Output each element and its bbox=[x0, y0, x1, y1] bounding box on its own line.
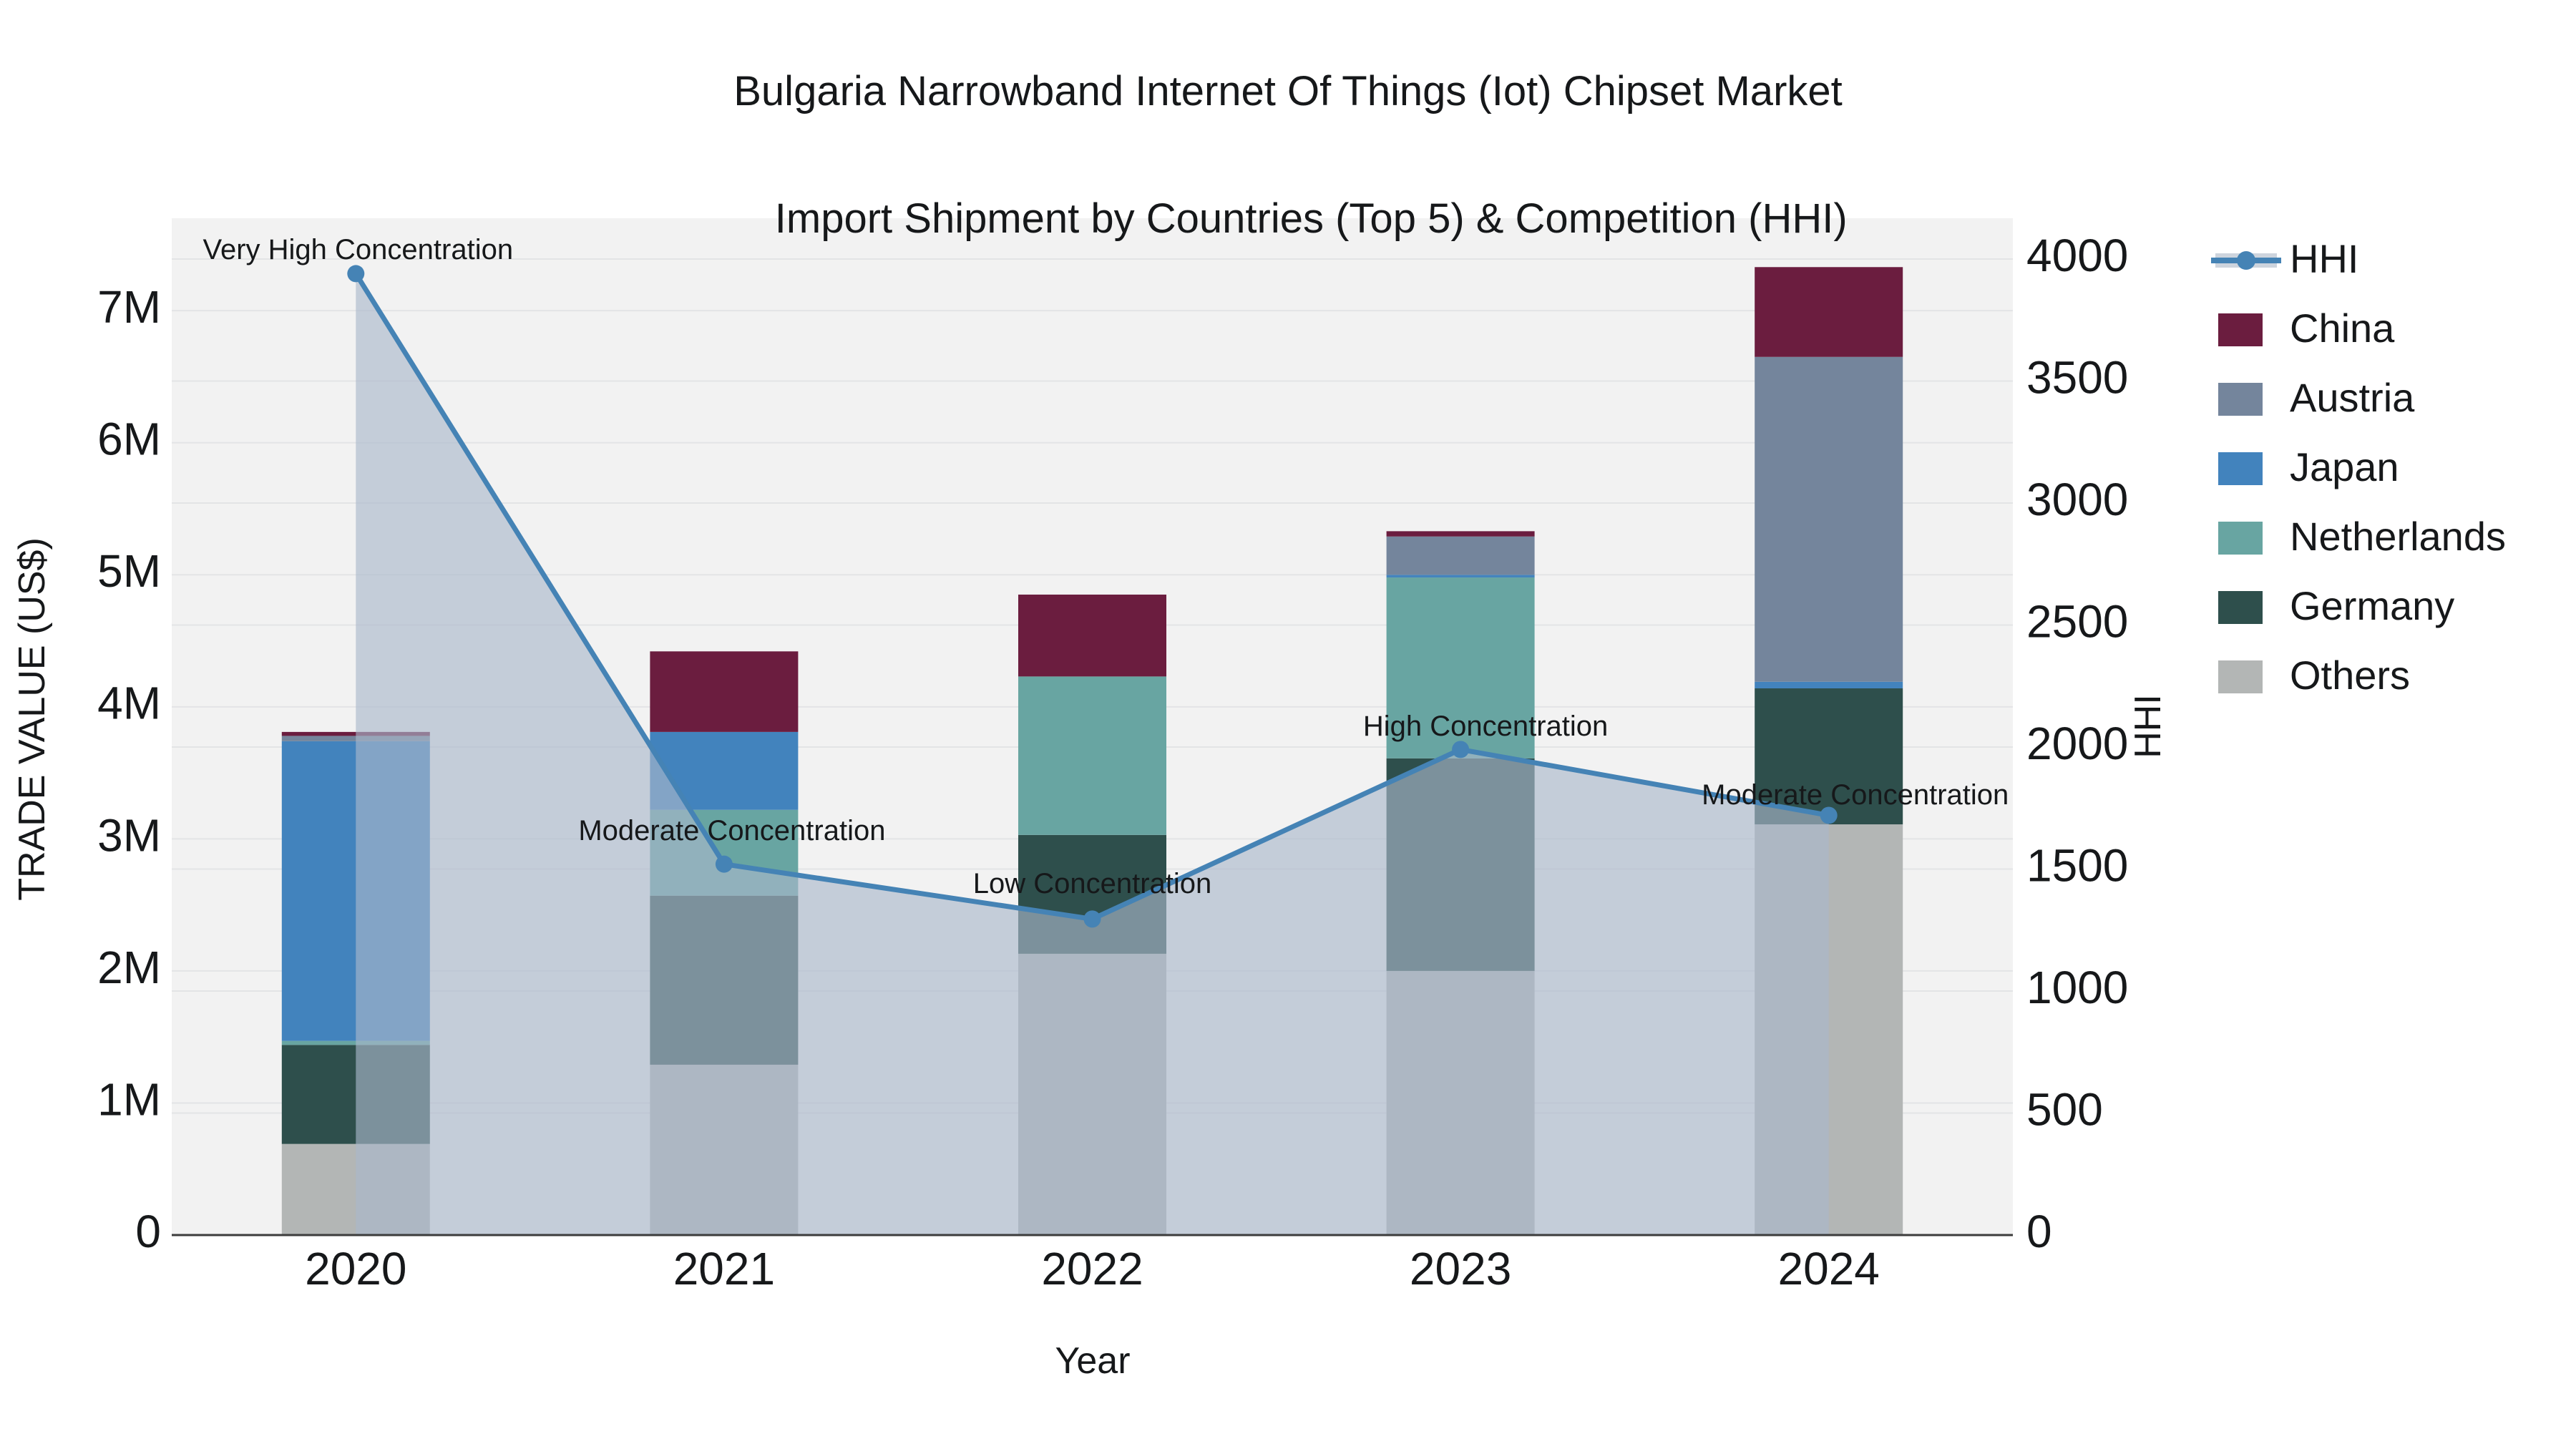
hhi-marker-2023 bbox=[1452, 741, 1470, 758]
y-right-tick-2000: 2000 bbox=[2026, 718, 2128, 769]
annotation-2022: Low Concentration bbox=[973, 868, 1212, 899]
x-tick-2023: 2023 bbox=[1410, 1243, 1511, 1294]
x-axis-title: Year bbox=[1055, 1340, 1131, 1382]
y-left-tick-4M: 4M bbox=[97, 678, 161, 729]
bar-segment-netherlands-2022 bbox=[1018, 676, 1166, 835]
bar-segment-china-2023 bbox=[1386, 531, 1535, 537]
hhi-marker-2024 bbox=[1820, 806, 1838, 824]
y-left-tick-7M: 7M bbox=[97, 281, 161, 333]
annotation-2020: Very High Concentration bbox=[203, 234, 514, 265]
y-left-tick-6M: 6M bbox=[97, 414, 161, 465]
bar-segment-china-2021 bbox=[650, 651, 799, 732]
hhi-marker-2021 bbox=[715, 855, 733, 873]
legend-hhi-marker bbox=[2237, 251, 2255, 270]
x-tick-2020: 2020 bbox=[305, 1243, 406, 1294]
y-left-tick-5M: 5M bbox=[97, 545, 161, 597]
bar-segment-japan-2023 bbox=[1386, 575, 1535, 577]
y-left-axis-title: TRADE VALUE (US$) bbox=[11, 537, 53, 901]
bar-segment-netherlands-2023 bbox=[1386, 577, 1535, 758]
y-left-tick-2M: 2M bbox=[97, 942, 161, 993]
legend-label-others: Others bbox=[2290, 653, 2410, 698]
chart-title-line1: Bulgaria Narrowband Internet Of Things (… bbox=[733, 68, 1843, 114]
y-left-tick-1M: 1M bbox=[97, 1073, 161, 1125]
hhi-marker-2022 bbox=[1083, 910, 1101, 928]
y-right-axis-title: HHI bbox=[2127, 694, 2169, 758]
legend-swatch-japan bbox=[2218, 452, 2263, 485]
x-tick-2021: 2021 bbox=[673, 1243, 775, 1294]
legend-label-austria: Austria bbox=[2290, 375, 2415, 420]
legend-item-japan[interactable]: Japan bbox=[2218, 444, 2399, 489]
legend-swatch-netherlands bbox=[2218, 522, 2263, 555]
bar-segment-germany-2024 bbox=[1755, 688, 1903, 825]
legend-item-netherlands[interactable]: Netherlands bbox=[2218, 514, 2506, 559]
y-right-tick-0: 0 bbox=[2026, 1206, 2052, 1257]
legend-item-china[interactable]: China bbox=[2218, 306, 2395, 351]
y-right-tick-2500: 2500 bbox=[2026, 595, 2128, 647]
legend-swatch-austria bbox=[2218, 383, 2263, 416]
legend-label-hhi: HHI bbox=[2290, 236, 2358, 281]
legend-swatch-germany bbox=[2218, 591, 2263, 624]
hhi-area-fill bbox=[356, 273, 1829, 1235]
legend-label-japan: Japan bbox=[2290, 444, 2399, 489]
legend-item-germany[interactable]: Germany bbox=[2218, 583, 2454, 628]
bar-segment-austria-2024 bbox=[1755, 356, 1903, 682]
bar-segment-japan-2024 bbox=[1755, 681, 1903, 688]
annotation-2023: High Concentration bbox=[1363, 711, 1608, 742]
legend-swatch-others bbox=[2218, 660, 2263, 693]
legend-label-china: China bbox=[2290, 306, 2395, 351]
chart-title-line2: Import Shipment by Countries (Top 5) & C… bbox=[774, 195, 1848, 242]
legend-label-netherlands: Netherlands bbox=[2290, 514, 2506, 559]
y-right-tick-3000: 3000 bbox=[2026, 474, 2128, 525]
bar-segment-china-2024 bbox=[1755, 267, 1903, 357]
annotation-2024: Moderate Concentration bbox=[1702, 779, 2009, 811]
bar-segment-austria-2023 bbox=[1386, 536, 1535, 575]
hhi-marker-2020 bbox=[347, 265, 365, 283]
legend-label-germany: Germany bbox=[2290, 583, 2454, 628]
y-left-tick-3M: 3M bbox=[97, 809, 161, 861]
bar-segment-china-2022 bbox=[1018, 594, 1166, 677]
chart-title: Bulgaria Narrowband Internet Of Things (… bbox=[0, 59, 2576, 250]
annotation-2021: Moderate Concentration bbox=[578, 815, 885, 847]
y-right-tick-3500: 3500 bbox=[2026, 351, 2128, 403]
y-right-tick-4000: 4000 bbox=[2026, 230, 2128, 281]
y-right-tick-500: 500 bbox=[2026, 1083, 2103, 1135]
legend-swatch-china bbox=[2218, 313, 2263, 346]
legend-item-hhi[interactable]: HHI bbox=[2211, 236, 2358, 281]
legend-item-austria[interactable]: Austria bbox=[2218, 375, 2415, 420]
y-right-tick-1500: 1500 bbox=[2026, 839, 2128, 891]
x-tick-2024: 2024 bbox=[1778, 1243, 1880, 1294]
y-left-tick-0: 0 bbox=[135, 1206, 161, 1257]
y-right-tick-1000: 1000 bbox=[2026, 962, 2128, 1013]
legend-item-others[interactable]: Others bbox=[2218, 653, 2410, 698]
x-tick-2022: 2022 bbox=[1041, 1243, 1143, 1294]
